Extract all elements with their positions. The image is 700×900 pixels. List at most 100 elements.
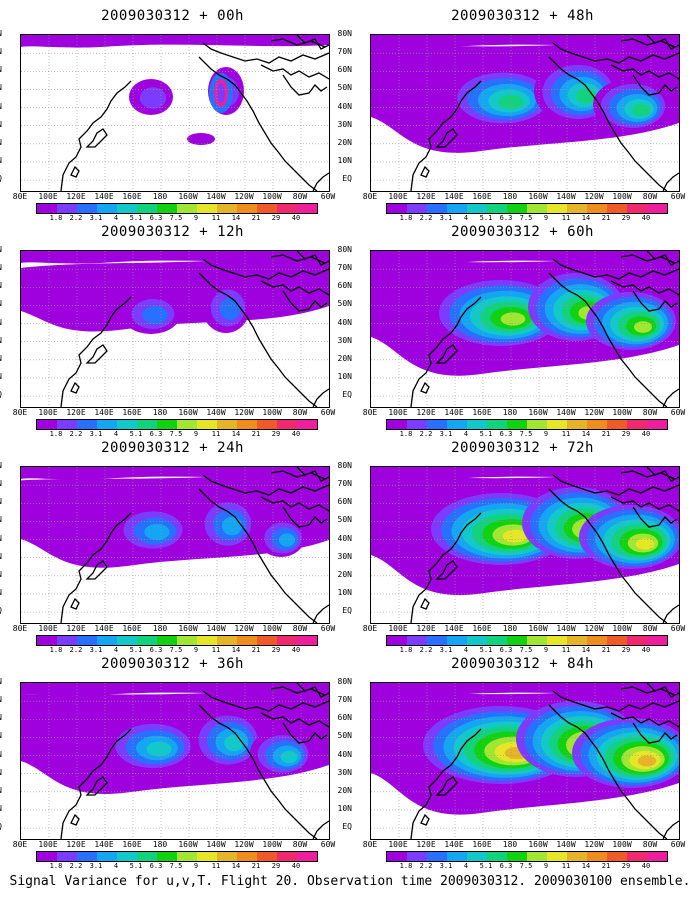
lat-tick-label: EQ bbox=[0, 174, 2, 183]
lat-tick-label: 70N bbox=[337, 479, 352, 489]
colorbar-swatch bbox=[547, 204, 567, 213]
colorbar-swatch bbox=[487, 852, 507, 861]
lat-axis: 80N 70N 60N 50N 40N 30N 20N 10N EQ bbox=[332, 677, 352, 838]
coastline bbox=[260, 280, 329, 296]
colorbar-swatch bbox=[217, 420, 237, 429]
variance-contour bbox=[142, 306, 168, 324]
colorbar-swatch bbox=[427, 852, 447, 861]
lat-tick-label: 80N bbox=[337, 461, 352, 470]
coastline bbox=[60, 512, 132, 623]
colorbar bbox=[36, 851, 318, 862]
colorbar-level-label: 4 bbox=[113, 430, 119, 438]
colorbar-swatch bbox=[117, 852, 137, 861]
colorbar-swatch bbox=[197, 636, 217, 645]
lon-tick-label: 60W bbox=[320, 408, 336, 417]
lat-tick-label: 70N bbox=[337, 47, 352, 57]
colorbar-level-label: 11 bbox=[561, 430, 571, 438]
coastline bbox=[420, 813, 430, 826]
colorbar-swatch bbox=[547, 420, 567, 429]
coastline bbox=[410, 512, 482, 623]
lon-tick-label: 120E bbox=[66, 624, 86, 633]
coastline bbox=[410, 80, 482, 191]
coastline bbox=[70, 165, 80, 178]
lat-tick-label: 60N bbox=[0, 281, 2, 290]
lat-tick-label: 10N bbox=[337, 155, 352, 165]
lon-tick-label: 100E bbox=[38, 192, 58, 201]
lon-tick-label: 160W bbox=[178, 624, 198, 633]
lat-tick-label: 50N bbox=[337, 731, 352, 741]
lon-tick-label: 140W bbox=[206, 840, 226, 849]
colorbar-swatch bbox=[57, 636, 77, 645]
colorbar-level-label: 29 bbox=[271, 214, 281, 222]
colorbar-swatch bbox=[507, 420, 527, 429]
lon-tick-label: 160W bbox=[528, 192, 548, 201]
lat-tick-label: 80N bbox=[0, 245, 2, 254]
coastline bbox=[198, 488, 318, 623]
coastline bbox=[312, 172, 329, 191]
colorbar-swatch bbox=[427, 204, 447, 213]
lon-tick-label: 100E bbox=[388, 840, 408, 849]
panel-title: 2009030312 + 24h bbox=[101, 440, 244, 456]
coastline bbox=[312, 820, 329, 839]
lon-tick-label: 180 bbox=[502, 192, 518, 201]
forecast-panel-60h: 2009030312 + 60h 80N 70N 60N 50N 40N 30N 20N 10… bbox=[338, 222, 695, 442]
colorbar-level-label: 9 bbox=[193, 430, 199, 438]
variance-region bbox=[21, 683, 329, 696]
colorbar-level-label: 14 bbox=[581, 430, 591, 438]
colorbar-level-label: 2.2 bbox=[69, 862, 83, 870]
lon-tick-label: 180 bbox=[152, 840, 168, 849]
colorbar-level-label: 2.2 bbox=[69, 430, 83, 438]
variance-map bbox=[20, 34, 330, 192]
colorbar-swatch bbox=[587, 420, 607, 429]
lon-tick-label: 160E bbox=[472, 408, 492, 417]
colorbar-swatch bbox=[547, 636, 567, 645]
coastline bbox=[620, 686, 676, 696]
colorbar-swatch bbox=[277, 852, 297, 861]
colorbar-swatch bbox=[37, 204, 57, 213]
lat-axis: 80N 70N 60N 50N 40N 30N 20N 10N EQ bbox=[332, 29, 352, 190]
coastline bbox=[548, 272, 668, 407]
lon-tick-label: 160W bbox=[528, 624, 548, 633]
colorbar-level-label: 5.1 bbox=[129, 430, 143, 438]
colorbar-swatch bbox=[257, 420, 277, 429]
lon-tick-label: 60W bbox=[670, 192, 686, 201]
coastline bbox=[202, 258, 329, 280]
colorbar-level-label: 21 bbox=[601, 430, 611, 438]
coastline bbox=[70, 813, 80, 826]
colorbar-swatch bbox=[387, 420, 407, 429]
lon-tick-label: 160E bbox=[122, 408, 142, 417]
colorbar-level-label: 14 bbox=[231, 646, 241, 654]
lat-tick-label: 30N bbox=[0, 120, 2, 129]
colorbar-level-label: 6.3 bbox=[499, 214, 513, 222]
colorbar-level-label: 14 bbox=[231, 214, 241, 222]
lat-tick-label: EQ bbox=[342, 822, 352, 832]
lat-tick-label: 70N bbox=[0, 695, 2, 704]
colorbar-swatch bbox=[177, 636, 197, 645]
lat-tick-label: 20N bbox=[337, 785, 352, 795]
colorbar-level-label: 5.1 bbox=[129, 862, 143, 870]
coastline bbox=[646, 683, 679, 698]
colorbar-swatch bbox=[177, 204, 197, 213]
lon-tick-label: 160W bbox=[528, 840, 548, 849]
variance-contour bbox=[637, 755, 657, 767]
lon-tick-label: 120W bbox=[234, 840, 254, 849]
colorbar-swatch bbox=[97, 852, 117, 861]
panel-title: 2009030312 + 60h bbox=[451, 224, 594, 240]
variance-region bbox=[371, 683, 679, 696]
lat-tick-label: 40N bbox=[0, 534, 2, 543]
lon-tick-label: 160W bbox=[178, 192, 198, 201]
lon-tick-label: 140W bbox=[556, 192, 576, 201]
colorbar-level-label: 3.1 bbox=[89, 214, 103, 222]
coastline bbox=[632, 506, 678, 528]
figure-caption: Signal Variance for u,v,T. Flight 20. Ob… bbox=[9, 874, 691, 889]
lon-tick-label: 120E bbox=[66, 840, 86, 849]
lon-tick-label: 140W bbox=[206, 624, 226, 633]
panel-title: 2009030312 + 12h bbox=[101, 224, 244, 240]
lon-axis: 80E 100E 120E 140E 160E 180 160W 140W 120W 100W 80… bbox=[13, 192, 335, 202]
coastline bbox=[85, 128, 108, 148]
lat-tick-label: 70N bbox=[337, 263, 352, 273]
lat-tick-label: 30N bbox=[337, 767, 352, 777]
coastline bbox=[552, 42, 679, 64]
colorbar-swatch bbox=[137, 420, 157, 429]
colorbar-level-label: 5.1 bbox=[129, 646, 143, 654]
